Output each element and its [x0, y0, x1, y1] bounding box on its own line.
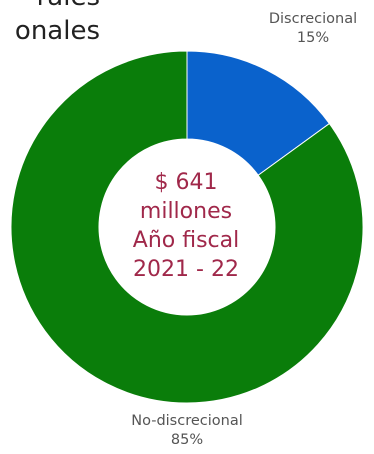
chart-title: rales onales: [0, 0, 100, 48]
slice-no-discrecional: [10, 50, 364, 404]
donut-center-text: $ 641 millones Año fiscal 2021 - 22: [109, 168, 263, 284]
slice-name-no-discrecional: No-discrecional: [131, 413, 243, 429]
center-amount: $ 641: [154, 170, 218, 195]
center-fiscal-years: 2021 - 22: [133, 257, 239, 282]
slice-label-no-discrecional: No-discrecional 85%: [107, 412, 267, 450]
slice-value-discrecional: 15%: [296, 30, 330, 46]
center-fiscal-label: Año fiscal: [132, 228, 240, 253]
title-line-2: onales: [14, 16, 100, 46]
center-unit: millones: [139, 199, 233, 224]
slice-value-no-discrecional: 85%: [170, 432, 204, 448]
title-line-1: rales: [0, 0, 100, 14]
slice-label-discrecional: Discrecional 15%: [243, 10, 374, 48]
slice-discrecional: [186, 50, 331, 176]
slice-name-discrecional: Discrecional: [268, 11, 358, 27]
